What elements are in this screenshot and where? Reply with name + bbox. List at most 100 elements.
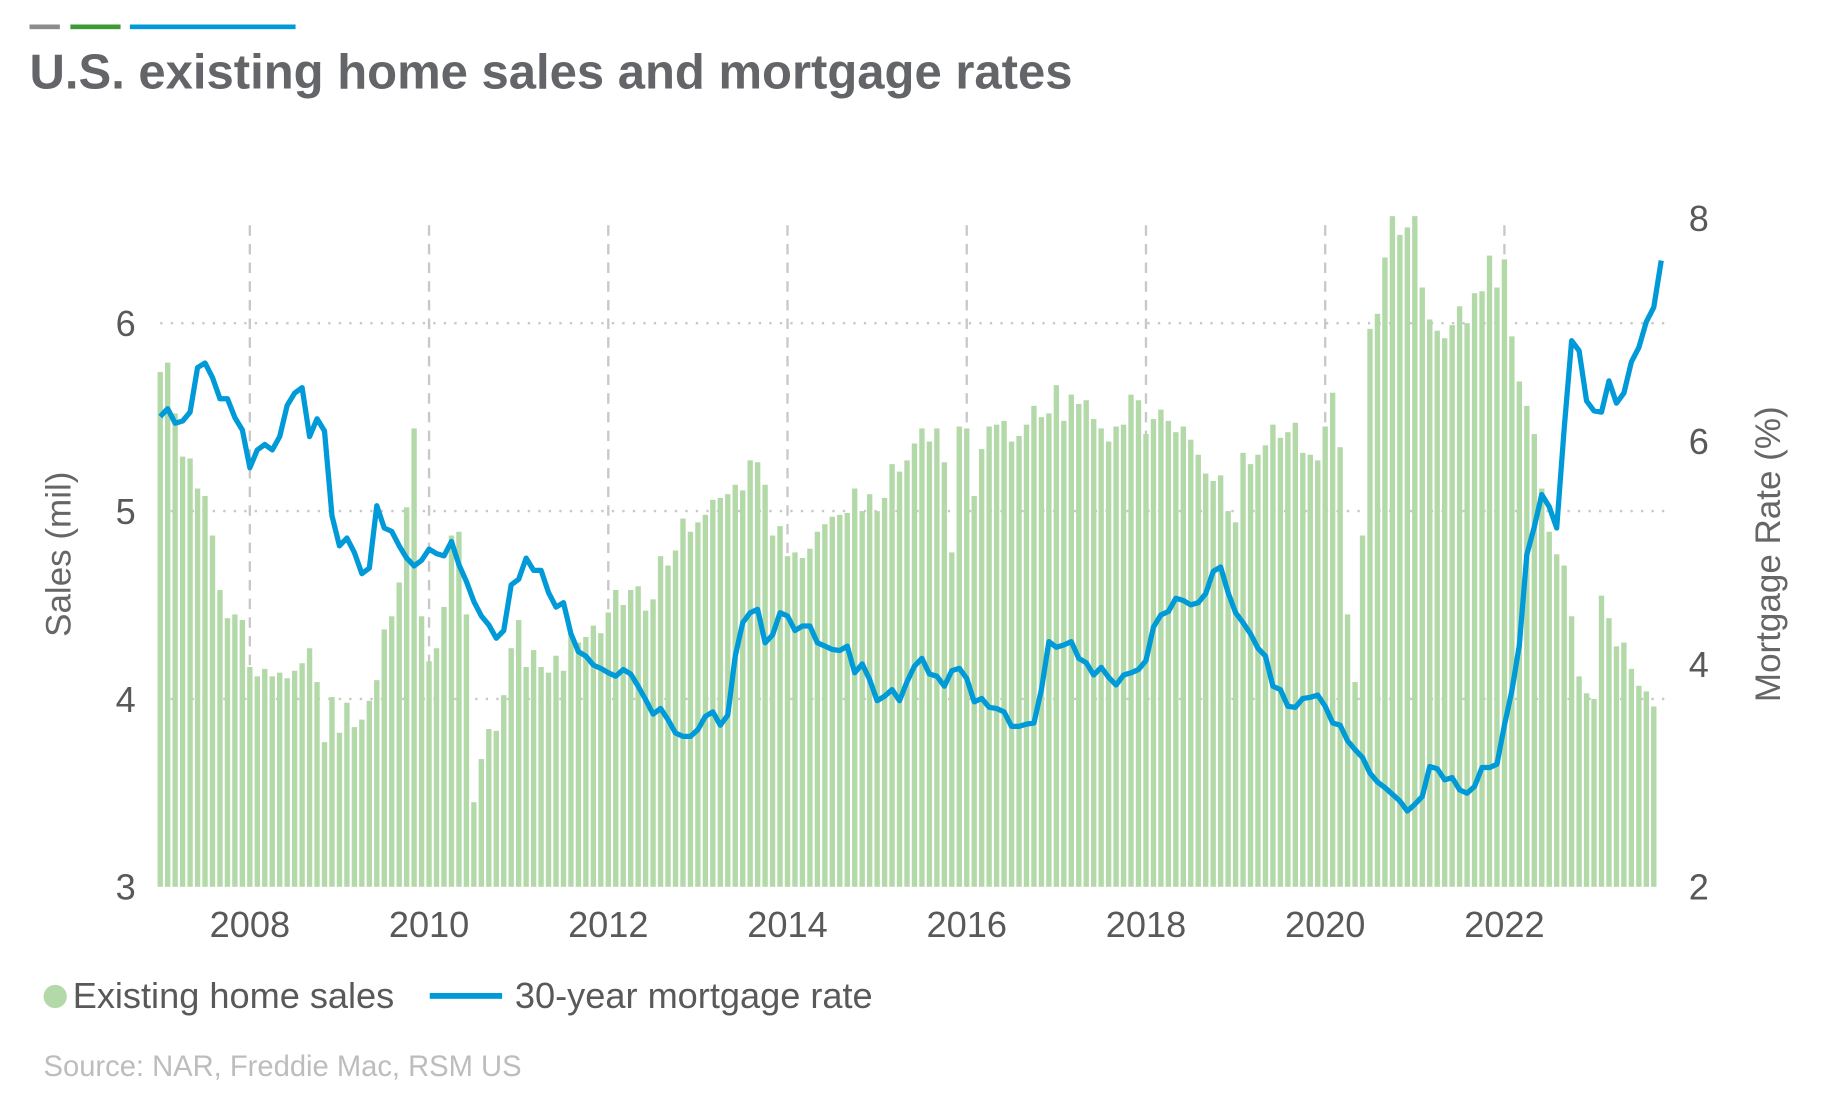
y-right-tick-label: 8 [1689, 198, 1709, 239]
sales-bar [807, 548, 813, 887]
y-left-tick-label: 5 [116, 491, 136, 532]
sales-bar [605, 612, 611, 887]
sales-bar [1292, 422, 1299, 887]
sales-bar [359, 719, 365, 887]
sales-bar [680, 518, 686, 887]
y-right-tick-label: 6 [1689, 421, 1709, 462]
sales-bar [1083, 400, 1089, 887]
sales-bar [1016, 435, 1022, 887]
sales-bar [463, 614, 470, 887]
sales-bar [530, 650, 537, 887]
sales-bar [157, 372, 163, 887]
sales-bar [239, 620, 246, 887]
sales-bar [560, 670, 567, 887]
sales-bar [1568, 616, 1575, 887]
sales-bar [799, 558, 806, 887]
sales-bar [232, 614, 238, 887]
sales-bar [1471, 293, 1478, 887]
sales-bar [829, 516, 836, 887]
sales-bar [1397, 234, 1403, 887]
sales-bar [1441, 338, 1448, 887]
sales-bar [740, 490, 746, 887]
sales-bar [1270, 424, 1276, 887]
sales-bar [1135, 400, 1142, 887]
sales-bar [1195, 454, 1201, 887]
sales-bar [583, 636, 589, 887]
sales-bar [1359, 535, 1366, 887]
sales-bar [1008, 441, 1015, 887]
sales-bar [1486, 255, 1493, 887]
sales-bar [613, 589, 619, 887]
sales-bar [1232, 522, 1239, 887]
y-left-tick-label: 3 [116, 867, 136, 908]
sales-bar [418, 616, 425, 887]
sales-bar [1285, 432, 1291, 887]
sales-bar [590, 625, 597, 887]
sales-bar [1643, 691, 1649, 887]
sales-bar [926, 441, 933, 887]
sales-bar [964, 428, 970, 887]
sales-bar [1053, 385, 1060, 887]
sales-bar [501, 695, 507, 887]
sales-bar [478, 759, 485, 887]
sales-bar [754, 462, 761, 887]
sales-bar [1404, 227, 1411, 887]
sales-bar [1038, 417, 1045, 887]
x-tick-label: 2008 [210, 904, 290, 945]
sales-bar [1479, 291, 1485, 887]
sales-bar [403, 507, 410, 887]
sales-bar [1120, 424, 1127, 887]
chart-title: U.S. existing home sales and mortgage ra… [30, 46, 1073, 100]
sales-bar [381, 629, 387, 887]
sales-bar [1501, 259, 1508, 887]
sales-bar [374, 680, 380, 887]
sales-bar [1337, 447, 1343, 887]
sales-bar [1113, 426, 1119, 887]
sales-bar [784, 556, 791, 887]
sales-bar [165, 362, 171, 887]
sales-bar [224, 618, 231, 887]
y-left-tick-label: 4 [116, 679, 136, 720]
sales-bar [553, 655, 559, 887]
sales-bar [433, 648, 440, 887]
x-tick-label: 2020 [1285, 904, 1365, 945]
sales-bar [1322, 426, 1328, 887]
sales-bar [1546, 531, 1552, 887]
sales-bar [1150, 419, 1157, 887]
sales-bar [1203, 473, 1209, 887]
sales-bar [389, 616, 395, 887]
sales-bar [1606, 618, 1612, 887]
accent-bar-blue [129, 24, 296, 30]
legend-sales-marker [43, 984, 67, 1009]
sales-bar [1389, 216, 1396, 887]
sales-bar [1210, 481, 1216, 887]
sales-bar [695, 522, 701, 887]
sales-bar [314, 682, 320, 887]
sales-bar [284, 678, 290, 887]
sales-bar [881, 497, 888, 887]
sales-bar [628, 589, 634, 887]
sales-bar [306, 648, 313, 887]
sales-bar [1374, 313, 1381, 887]
sales-bar [1636, 685, 1642, 887]
sales-bar [1524, 405, 1530, 887]
sales-bar [866, 494, 873, 887]
sales-bar [299, 663, 305, 887]
sales-bar [1128, 394, 1134, 887]
sales-bar [672, 550, 679, 887]
sales-bar [1329, 392, 1336, 887]
sales-bar [1539, 488, 1545, 887]
sales-bar [471, 802, 477, 887]
sales-bar [1307, 454, 1313, 887]
sales-bar [1382, 257, 1388, 887]
sales-bar [411, 428, 417, 887]
sales-bar [1561, 565, 1567, 887]
sales-bar [1367, 328, 1373, 887]
sales-bar [904, 460, 910, 887]
legend: Existing home sales 30-year mortgage rat… [43, 975, 873, 1016]
sales-bar [456, 531, 462, 887]
sales-bar [486, 728, 492, 887]
sales-bar [1255, 454, 1261, 887]
sales-bar [1225, 511, 1231, 887]
x-tick-label: 2018 [1106, 904, 1186, 945]
